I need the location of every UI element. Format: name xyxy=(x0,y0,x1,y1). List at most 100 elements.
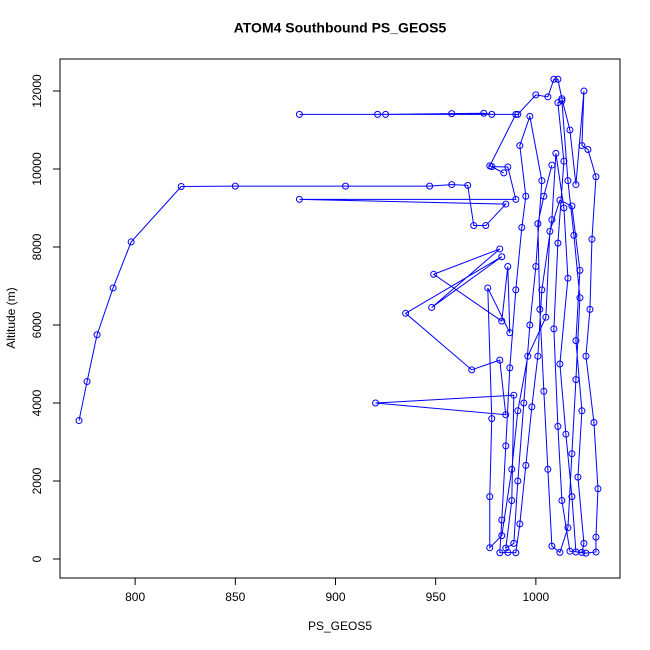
point xyxy=(508,465,516,473)
point xyxy=(464,181,472,189)
x-tick-label: 950 xyxy=(426,590,446,604)
point xyxy=(93,331,101,339)
point xyxy=(372,399,380,407)
point xyxy=(564,274,572,282)
point xyxy=(540,192,548,200)
point xyxy=(512,549,520,557)
point xyxy=(572,376,580,384)
point xyxy=(590,418,598,426)
point xyxy=(550,325,558,333)
point xyxy=(526,112,534,120)
point xyxy=(448,181,456,189)
point xyxy=(514,110,522,118)
point xyxy=(568,493,576,501)
point xyxy=(580,539,588,547)
point xyxy=(498,516,506,524)
point xyxy=(534,352,542,360)
point xyxy=(430,270,438,278)
point xyxy=(75,417,83,425)
x-tick-label: 850 xyxy=(225,590,245,604)
point xyxy=(560,204,568,212)
point xyxy=(510,391,518,399)
point xyxy=(588,235,596,243)
point xyxy=(486,544,494,552)
point xyxy=(550,75,558,83)
point xyxy=(572,337,580,345)
x-axis-label: PS_GEOS5 xyxy=(308,619,372,633)
point xyxy=(468,366,476,374)
point xyxy=(486,162,494,170)
point xyxy=(592,173,600,181)
point xyxy=(295,195,303,203)
point xyxy=(83,378,91,386)
point xyxy=(546,227,554,235)
point xyxy=(554,239,562,247)
point xyxy=(295,110,303,118)
point xyxy=(582,352,590,360)
y-tick-label: 0 xyxy=(30,555,44,562)
point xyxy=(488,110,496,118)
y-tick-label: 10000 xyxy=(30,152,44,186)
point xyxy=(548,542,556,550)
point xyxy=(544,465,552,473)
point xyxy=(586,305,594,313)
point xyxy=(484,284,492,292)
point xyxy=(470,222,478,230)
point xyxy=(512,286,520,294)
point xyxy=(558,97,566,105)
point xyxy=(504,163,512,171)
point xyxy=(532,91,540,99)
point xyxy=(512,110,520,118)
point xyxy=(542,313,550,321)
point xyxy=(558,497,566,505)
point xyxy=(532,262,540,270)
point xyxy=(502,442,510,450)
point xyxy=(500,169,508,177)
point xyxy=(566,547,574,555)
point xyxy=(578,407,586,415)
point xyxy=(594,485,602,493)
point xyxy=(516,520,524,528)
point xyxy=(548,216,556,224)
point xyxy=(127,238,135,246)
point xyxy=(109,284,117,292)
point xyxy=(522,192,530,200)
point xyxy=(568,450,576,458)
point xyxy=(564,177,572,185)
x-tick-label: 800 xyxy=(125,590,145,604)
point xyxy=(504,262,512,270)
x-tick-label: 900 xyxy=(325,590,345,604)
point xyxy=(502,411,510,419)
point xyxy=(482,222,490,230)
y-tick-label: 2000 xyxy=(30,467,44,494)
point xyxy=(448,110,456,118)
point xyxy=(562,430,570,438)
series-line xyxy=(78,78,599,554)
point xyxy=(528,403,536,411)
point xyxy=(480,109,488,117)
point xyxy=(510,539,518,547)
point xyxy=(512,195,520,203)
point xyxy=(576,266,584,274)
point xyxy=(231,182,239,190)
point xyxy=(428,303,436,311)
x-tick-label: 1000 xyxy=(522,590,549,604)
y-axis-label: Altitude (m) xyxy=(4,287,18,348)
point xyxy=(554,99,562,107)
point xyxy=(564,524,572,532)
y-tick-label: 6000 xyxy=(30,311,44,338)
point xyxy=(554,75,562,83)
point xyxy=(502,544,510,552)
point xyxy=(402,309,410,317)
point xyxy=(570,231,578,239)
point xyxy=(568,202,576,210)
point xyxy=(576,294,584,302)
point xyxy=(498,317,506,325)
point xyxy=(556,548,564,556)
point xyxy=(426,182,434,190)
point xyxy=(508,497,516,505)
y-tick-label: 12000 xyxy=(30,74,44,108)
point xyxy=(502,200,510,208)
point xyxy=(578,142,586,150)
